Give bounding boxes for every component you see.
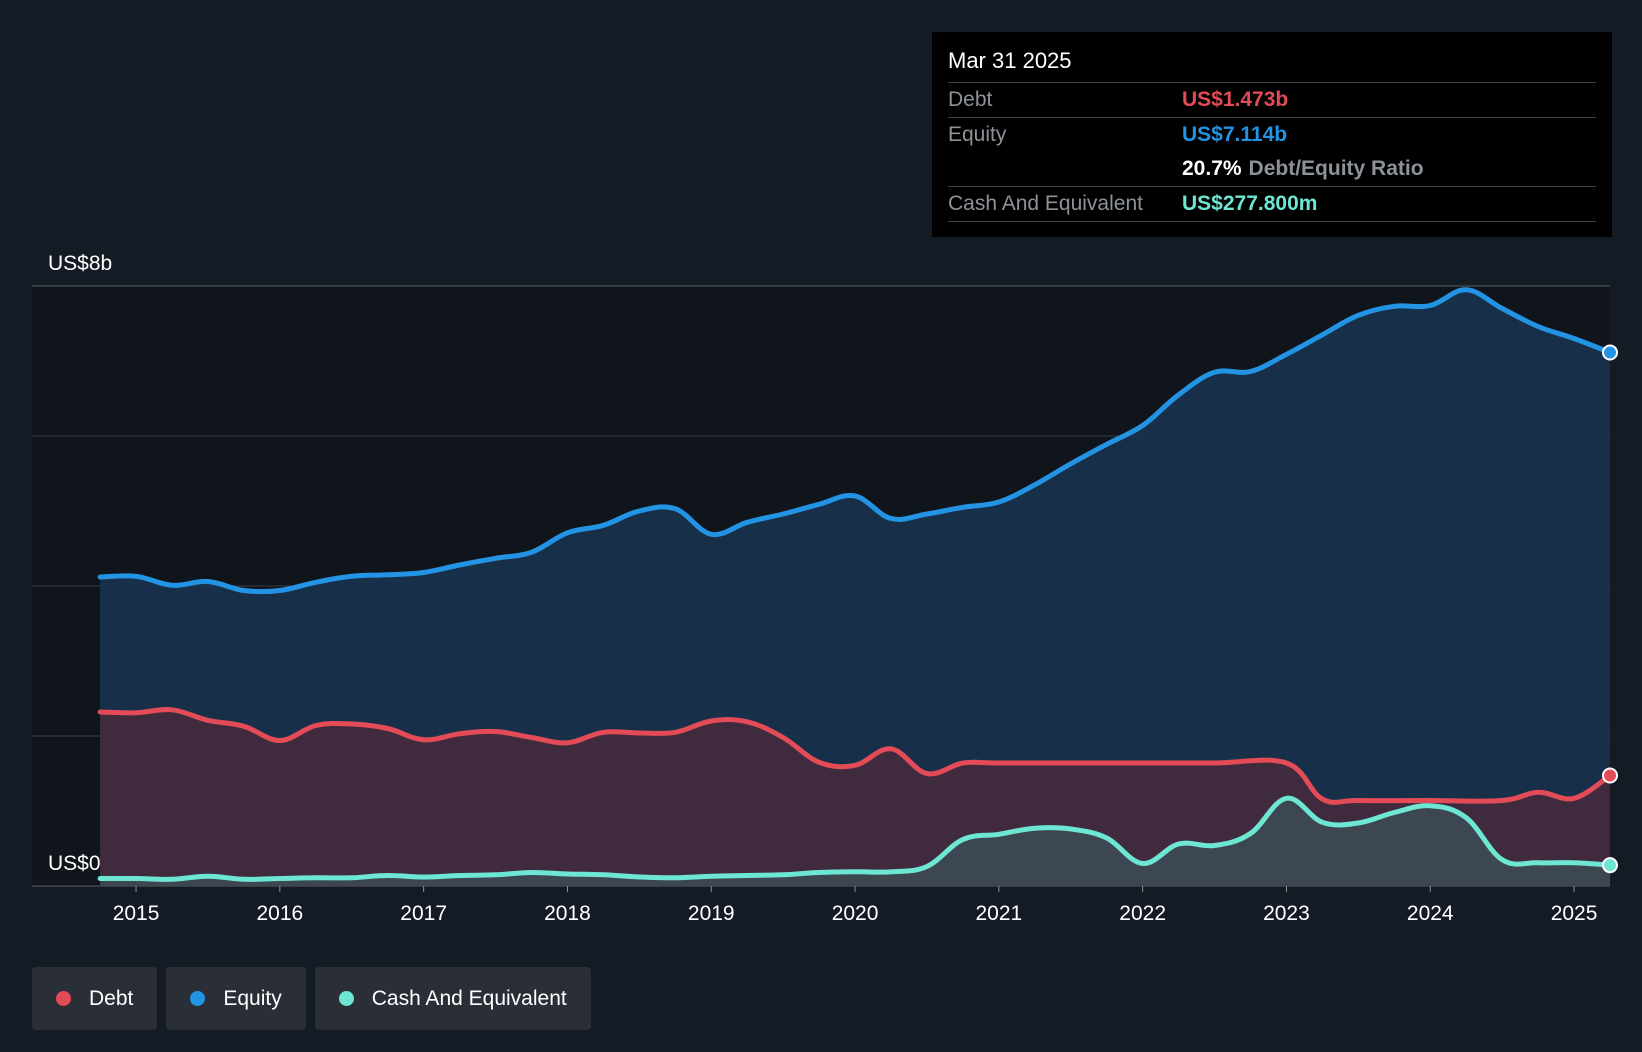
x-tick-label-2018: 2018 bbox=[544, 902, 591, 925]
cash-and-equivalent-line bbox=[97, 795, 1613, 882]
series-lines bbox=[97, 287, 1613, 882]
tooltip-ratio-label: Debt/Equity Ratio bbox=[1248, 157, 1424, 180]
tooltip-equity-value: US$7.114b bbox=[1182, 123, 1288, 146]
tooltip-cash-label: Cash And Equivalent bbox=[948, 192, 1143, 215]
x-tick-label-2025: 2025 bbox=[1551, 902, 1598, 925]
debt-endpoint bbox=[1602, 767, 1618, 784]
tooltip-cash-value: US$277.800m bbox=[1182, 192, 1318, 215]
cash-and-equivalent-endpoint bbox=[1602, 857, 1618, 874]
y-axis-label-max: US$8b bbox=[48, 252, 112, 275]
tooltip-row-debt: Debt US$1.473b bbox=[948, 82, 1596, 117]
legend-dot-equity bbox=[190, 991, 206, 1006]
tooltip-row-cash: Cash And Equivalent US$277.800m bbox=[948, 186, 1596, 222]
tooltip-equity-label: Equity bbox=[948, 123, 1007, 146]
x-tick-label-2019: 2019 bbox=[688, 902, 735, 925]
x-axis: 2015 2016 2017 2018 2019 2020 2021 2022 2023 2024… bbox=[113, 886, 1598, 925]
tooltip-debt-label: Debt bbox=[948, 88, 993, 111]
x-tick-label-2016: 2016 bbox=[256, 902, 303, 925]
legend-dot-debt bbox=[56, 991, 71, 1006]
legend-item-cash[interactable]: Cash And Equivalent bbox=[314, 967, 591, 1030]
x-tick-label-2023: 2023 bbox=[1263, 902, 1310, 925]
debt-line bbox=[97, 707, 1613, 805]
legend-label-equity: Equity bbox=[223, 986, 282, 1010]
x-tick-label-2021: 2021 bbox=[975, 902, 1022, 925]
tooltip-ratio-value: 20.7% bbox=[1182, 157, 1242, 180]
x-tick-label-2020: 2020 bbox=[832, 902, 879, 925]
legend-label-debt: Debt bbox=[89, 986, 134, 1010]
legend-label-cash: Cash And Equivalent bbox=[371, 986, 567, 1010]
legend-dot-cash bbox=[338, 991, 354, 1006]
equity-line bbox=[97, 287, 1613, 595]
equity-endpoint bbox=[1602, 344, 1618, 361]
legend-item-equity[interactable]: Equity bbox=[166, 967, 306, 1030]
tooltip-row-equity: Equity US$7.114b bbox=[948, 117, 1596, 152]
x-tick-label-2024: 2024 bbox=[1407, 902, 1454, 925]
x-tick-label-2017: 2017 bbox=[400, 902, 447, 925]
legend-item-debt[interactable]: Debt bbox=[32, 967, 158, 1030]
tooltip-panel: Mar 31 2025 Debt US$1.473b Equity US$7.1… bbox=[932, 32, 1612, 237]
x-tick-label-2015: 2015 bbox=[113, 902, 160, 925]
series-endpoints bbox=[1602, 344, 1618, 874]
legend: Debt Equity Cash And Equivalent bbox=[32, 967, 591, 1030]
x-tick-label-2022: 2022 bbox=[1119, 902, 1166, 925]
tooltip-row-ratio: 20.7% Debt/Equity Ratio bbox=[948, 152, 1596, 186]
y-axis-label-zero: US$0 bbox=[48, 852, 101, 875]
cash-and-equivalent-area bbox=[100, 798, 1611, 886]
tooltip-date: Mar 31 2025 bbox=[948, 48, 1072, 73]
tooltip-debt-value: US$1.473b bbox=[1182, 88, 1289, 111]
